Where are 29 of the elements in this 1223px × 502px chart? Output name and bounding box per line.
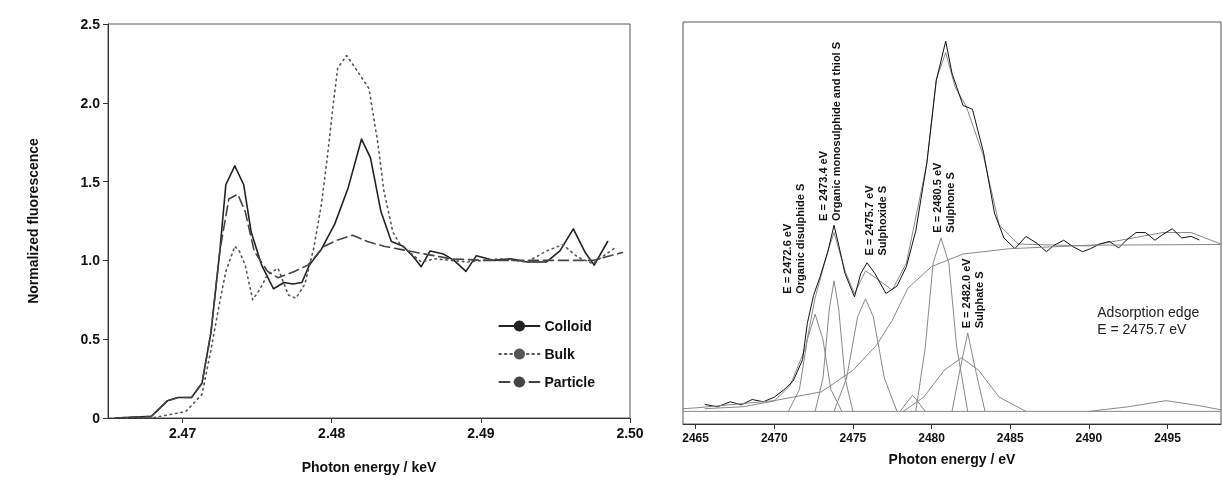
x-tick-label: 2.49: [467, 425, 495, 441]
x-tick-label: 2485: [996, 431, 1024, 445]
legend-label: Bulk: [544, 346, 575, 362]
legend-label: Colloid: [544, 318, 592, 334]
x-tick-label: 2.47: [168, 425, 197, 441]
y-axis-title: Normalized fluorescence: [25, 137, 41, 304]
x-tick-label: 2.50: [616, 425, 644, 441]
y-tick-label: 0.5: [80, 331, 101, 348]
annotation: E = 2475.7 eV Sulphoxide S: [862, 184, 888, 256]
y-tick-label: 1.0: [80, 252, 101, 269]
x-tick-label: 2475: [839, 431, 867, 445]
x-tick-label: 2470: [760, 431, 788, 445]
x-axis-title: Photon energy / eV: [888, 451, 1017, 467]
x-axis-title: Photon energy / keV: [301, 459, 437, 475]
legend-label: Particle: [544, 374, 596, 390]
x-tick-label: 2465: [682, 431, 710, 445]
y-tick-label: 1.5: [80, 173, 101, 190]
x-tick-label: 2.48: [318, 425, 346, 441]
x-tick-label: 2495: [1154, 431, 1182, 445]
y-tick-label: 2.0: [80, 94, 101, 111]
annotation: E = 2480.5 eV Sulphone S: [931, 161, 957, 233]
x-tick-label: 2480: [918, 431, 946, 445]
annotation: E = 2472.6 eV Organic disulphide S: [780, 183, 806, 294]
x-tick-label: 2490: [1075, 431, 1103, 445]
annotation: E = 2473.4 eV Organic monosulphide and thiol S: [816, 41, 842, 221]
y-tick-label: 2.5: [80, 16, 101, 32]
annotation: E = 2482.0 eV Sulphate S: [959, 257, 985, 329]
annotation: Adsorption edge E = 2475.7 eV: [1097, 303, 1200, 337]
y-tick-label: 0: [92, 410, 101, 426]
